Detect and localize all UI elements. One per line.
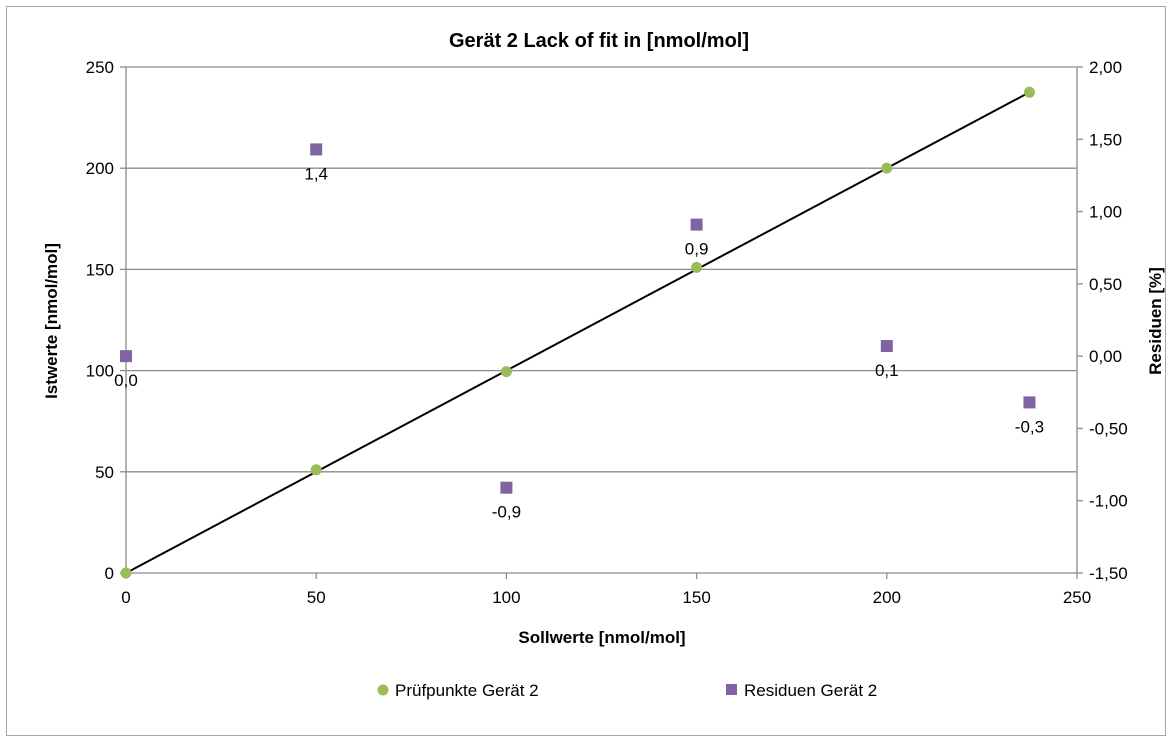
residuum-data-label: 0,9: [685, 240, 709, 259]
y-tick-label: 150: [86, 260, 114, 279]
chart-frame: Gerät 2 Lack of fit in [nmol/mol] 0 50 100…: [6, 6, 1166, 736]
data-labels-layer: 0,0 1,4 -0,9 0,9 0,1 -0,3: [114, 164, 1044, 521]
legend-label-pruefpunkte: Prüfpunkte Gerät 2: [395, 681, 539, 700]
pruefpunkt-marker: [691, 261, 703, 273]
pruefpunkt-marker: [310, 464, 322, 476]
points-layer: [120, 86, 1036, 579]
legend-marker-pruefpunkte: [377, 684, 389, 696]
residuum-marker: [1023, 396, 1036, 409]
chart-svg: Gerät 2 Lack of fit in [nmol/mol] 0 50 100…: [42, 30, 1165, 700]
residuum-marker: [120, 350, 132, 363]
y-tick-label: 100: [86, 362, 114, 381]
y2-axis-title: Residuen [%]: [1146, 267, 1165, 375]
y2-tick-label: 1,00: [1089, 203, 1122, 222]
y2-tick-label: 0,50: [1089, 275, 1122, 294]
pruefpunkt-marker: [500, 366, 512, 378]
y-tick-label: 250: [86, 58, 114, 77]
y2-tick-label: 2,00: [1089, 58, 1122, 77]
residuum-marker: [310, 143, 323, 156]
y2-tick-label: 0,00: [1089, 347, 1122, 366]
residuum-marker: [500, 481, 513, 494]
trend-layer: [125, 91, 1030, 574]
pruefpunkt-marker: [1023, 86, 1035, 98]
y-axis-title: Istwerte [nmol/mol]: [42, 243, 61, 399]
residuum-data-label: 1,4: [304, 164, 328, 183]
y2-tick-label: -1,00: [1089, 492, 1128, 511]
x-tick-label: 250: [1063, 588, 1091, 607]
pruefpunkt-marker: [881, 162, 893, 174]
x-tick-label: 150: [682, 588, 710, 607]
y2-tick-label: 1,50: [1089, 130, 1122, 149]
y2-tick-label: -0,50: [1089, 419, 1128, 438]
x-tick-label: 100: [492, 588, 520, 607]
legend: Prüfpunkte Gerät 2 Residuen Gerät 2: [377, 681, 877, 700]
axes-layer: 050100150200250-1,50-1,00-0,500,000,501,…: [86, 58, 1128, 607]
x-tick-label: 200: [873, 588, 901, 607]
residuum-data-label: 0,1: [875, 361, 899, 380]
legend-marker-residuen: [726, 684, 737, 695]
residuum-marker: [690, 218, 703, 231]
chart-title: Gerät 2 Lack of fit in [nmol/mol]: [449, 30, 749, 52]
residuum-marker: [880, 340, 893, 353]
x-tick-label: 0: [121, 588, 130, 607]
y2-tick-label: -1,50: [1089, 564, 1128, 583]
grid-layer: [126, 66, 1077, 473]
x-axis-title: Sollwerte [nmol/mol]: [518, 628, 685, 647]
residuum-data-label: 0,0: [114, 371, 138, 390]
y-tick-label: 200: [86, 159, 114, 178]
residuum-data-label: -0,3: [1015, 417, 1044, 436]
residuum-data-label: -0,9: [492, 503, 521, 522]
legend-label-residuen: Residuen Gerät 2: [744, 681, 877, 700]
y-tick-label: 50: [95, 463, 114, 482]
trendline: [125, 91, 1030, 574]
x-tick-label: 50: [307, 588, 326, 607]
y-tick-label: 0: [105, 564, 114, 583]
pruefpunkt-marker: [120, 567, 132, 579]
